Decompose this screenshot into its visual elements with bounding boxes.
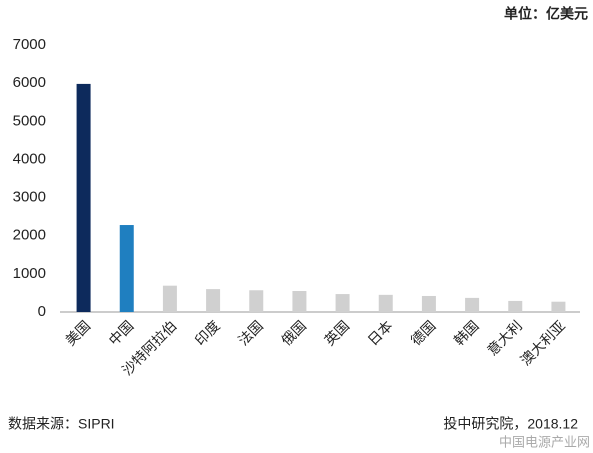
y-tick-label: 2000 [13,227,46,244]
x-tick-label: 中国 [105,317,136,348]
x-tick-label: 日本 [364,317,395,348]
y-tick-label: 1000 [13,265,46,282]
x-tick-label: 澳大利亚 [517,317,568,368]
bar [508,300,523,312]
x-tick-label: 英国 [321,317,352,348]
x-tick-label: 印度 [192,317,223,348]
y-tick-label: 7000 [13,36,46,53]
bar [76,83,91,312]
y-tick-label: 0 [38,303,46,320]
y-tick-label: 3000 [13,189,46,206]
x-tick-label: 俄国 [278,317,309,348]
unit-label: 单位：亿美元 [504,6,588,22]
y-tick-label: 6000 [13,74,46,91]
bar [119,225,134,312]
bar [335,294,350,312]
x-tick-label: 美国 [62,317,93,348]
bar [551,301,566,312]
bar [206,289,221,312]
watermark: 中国电源产业网 [499,434,590,449]
x-tick-label: 德国 [408,317,439,348]
source: 数据来源：SIPRI [8,416,115,432]
bar [162,285,177,312]
bar [249,290,264,312]
bar [421,295,436,312]
y-tick-label: 4000 [13,150,46,167]
x-tick-label: 韩国 [451,317,482,348]
x-tick-label: 法国 [235,317,266,348]
x-tick-label: 意大利 [484,317,525,358]
bar [292,291,307,312]
credit: 投中研究院，2018.12 [443,416,578,432]
y-tick-label: 5000 [13,112,46,129]
bar [465,297,480,312]
bar [378,294,393,312]
